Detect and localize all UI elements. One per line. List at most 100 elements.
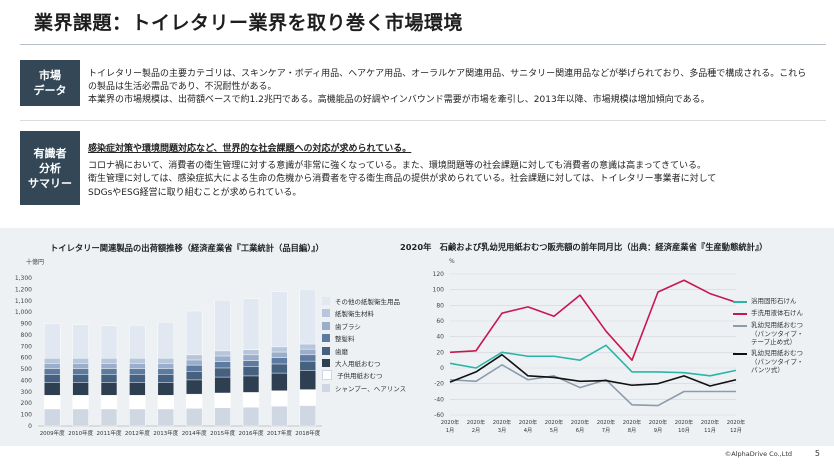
x-tick-label: 2020年 [467, 418, 485, 426]
x-tick-label: 2020年 [597, 418, 615, 426]
expert-summary-text: 感染症対策や環境問題対応など、世界的な社会課題への対応が求められている。 コロナ… [88, 143, 814, 200]
x-tick-label: 2014年度 [182, 429, 207, 437]
title-divider [20, 44, 826, 45]
legend-label: 大人用紙おむつ [335, 360, 381, 368]
y-tick-label: 400 [21, 377, 33, 384]
market-data-label: 市場 データ [20, 60, 80, 106]
legend-item: 紙製衛生材料 [322, 308, 374, 318]
bar-segment [157, 368, 174, 375]
bar-segment [100, 395, 118, 410]
x-tick-label: 2020年 [545, 418, 563, 426]
market-data-label-line: 市場 [39, 69, 61, 82]
shipment-bar-chart: 0 100 200 300 400 500 600 700 800 900 1,000 1,100 1,… [15, 275, 322, 437]
series-line [449, 364, 736, 407]
copyright-text: ©AlphaDrive Co.,Ltd [724, 450, 792, 458]
bar-segment [157, 382, 174, 396]
y-tick-label: 200 [21, 400, 33, 407]
bar-segment [157, 322, 174, 359]
expert-label-line: サマリー [28, 176, 72, 190]
bar-segment [271, 346, 288, 353]
legend-item: 手洗用液体石けん [733, 309, 803, 318]
x-tick-label: 2020年 [675, 418, 693, 426]
x-tick-label: 2020年 [571, 418, 589, 426]
bar-segment [214, 361, 231, 369]
bar-segment [100, 325, 118, 359]
bar-segment [129, 363, 146, 369]
x-tick-label: 2020年 [441, 418, 459, 426]
legend-item: 乳幼児用紙おむつ （パンツタイプ・ パンツ式） [733, 349, 803, 375]
y-tick-label: 0 [28, 423, 32, 430]
bar-segment [299, 405, 316, 427]
bar-segment [271, 363, 288, 374]
legend-item: 大人用紙おむつ [322, 358, 381, 368]
y-tick-label: 600 [21, 355, 33, 362]
y-tick-label: 1,100 [15, 298, 32, 305]
bar-segment [299, 370, 316, 390]
y-tick-label: 1,300 [15, 275, 32, 282]
legend-label: その他の紙製衛生用品 [335, 298, 400, 306]
x-tick-label: 2009年度 [40, 429, 65, 437]
x-tick-label: 2020年 [623, 418, 641, 426]
bar-segment [299, 360, 316, 371]
legend-label: 紙製衛生材料 [335, 310, 374, 319]
bar-segment [129, 374, 146, 383]
bar-segment [214, 376, 231, 394]
bar-segment [186, 364, 203, 372]
bar-segment [242, 298, 260, 350]
bar-segment [299, 389, 316, 406]
y-tick-label: -60 [434, 412, 444, 419]
x-tick-label: 2015年度 [210, 429, 235, 437]
bar-segment [72, 408, 89, 427]
x-tick-label: 5月 [550, 427, 559, 434]
legend-swatch [322, 297, 330, 305]
y-tick-label: 800 [21, 332, 33, 339]
bar-segment [44, 374, 61, 383]
expert-headline: 感染症対策や環境問題対応など、世界的な社会課題への対応が求められている。 [88, 144, 412, 154]
bar-segment [271, 372, 288, 391]
bar-segment [157, 408, 174, 427]
bar-segment [72, 368, 89, 375]
x-tick-label: 2020年 [519, 418, 537, 426]
sales-chart-unit: % [449, 258, 455, 265]
legend-label: 手洗用液体石けん [751, 309, 803, 317]
legend-label: 浴用固形石けん [751, 297, 797, 305]
x-tick-label: 2月 [472, 427, 481, 434]
bar-segment [186, 408, 203, 427]
x-tick-label: 2020年 [701, 418, 719, 426]
bar-segment [214, 355, 231, 362]
sales-line-chart: -60-40-200204060801001202020年1月2020年2月20… [433, 271, 746, 434]
y-tick-label: 100 [433, 287, 445, 294]
legend-item: シャンプー、ヘアリンス [322, 383, 406, 393]
bar-segment [44, 358, 61, 364]
shipment-chart-title: トイレタリー関連製品の出荷額推移（経済産業省『工業統計（品目編）』） [50, 243, 324, 253]
bar-segment [157, 363, 174, 369]
bar-segment [129, 358, 146, 364]
bar-segment [186, 393, 203, 409]
y-tick-label: 0 [440, 365, 444, 372]
legend-item: 子供用紙おむつ [322, 370, 383, 381]
market-data-label-line: データ [33, 84, 67, 97]
y-tick-label: 500 [21, 366, 33, 373]
y-tick-label: 1,000 [15, 309, 32, 316]
x-tick-label: 2016年度 [239, 429, 264, 437]
y-tick-label: 120 [433, 271, 445, 278]
bar-segment [44, 408, 61, 427]
bar-segment [72, 374, 89, 383]
legend-swatch [733, 312, 747, 315]
bar-segment [129, 325, 146, 359]
bar-segment [100, 408, 118, 427]
bar-segment [242, 354, 260, 361]
bar-segment [271, 357, 288, 365]
legend-item: 浴用固形石けん [733, 297, 797, 306]
x-tick-label: 12月 [730, 427, 742, 434]
x-tick-label: 2020年 [493, 418, 511, 426]
bar-segment [299, 343, 316, 350]
x-tick-label: 3月 [498, 427, 507, 434]
bar-segment [72, 358, 89, 364]
x-tick-label: 2017年度 [267, 429, 292, 437]
footer: ©AlphaDrive Co.,Ltd 5 [0, 446, 834, 466]
bar-segment [129, 368, 146, 375]
series-line [449, 353, 737, 387]
y-tick-label: 900 [21, 321, 33, 328]
legend-item: 乳幼児用紙おむつ （パンツタイプ・ テープ止め式） [733, 321, 803, 347]
